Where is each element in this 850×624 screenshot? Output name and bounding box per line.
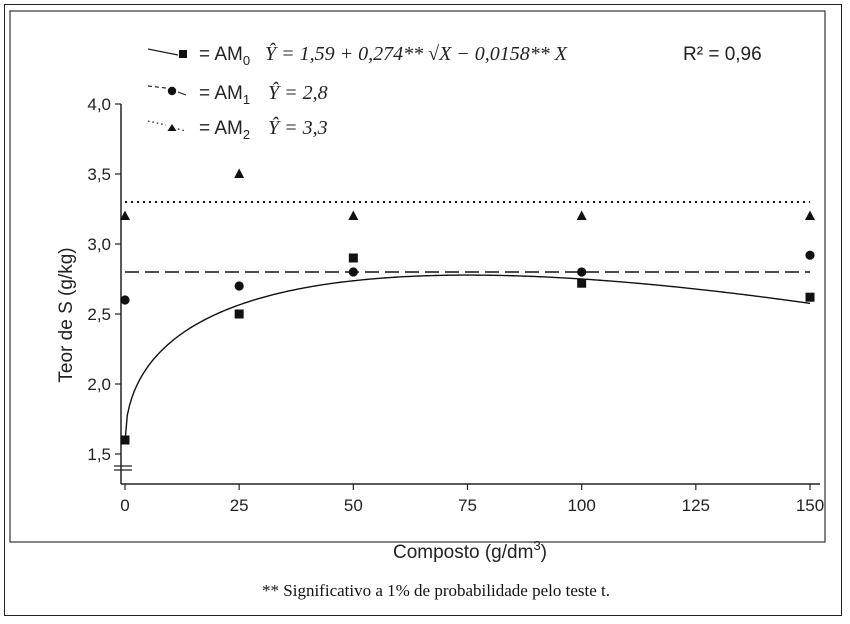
legend-line-am0 [147,48,179,56]
legend-line-am2 [147,120,167,126]
legend: = AM0 Ŷ = 1,59 + 0,274** √X − 0,0158** X… [147,42,762,142]
y-tick-label: 2,0 [87,375,111,394]
legend-line-am1 [147,85,167,89]
legend-item-am2: = AM2 Ŷ = 3,3 [147,116,328,142]
legend-marker-am0 [179,50,187,58]
legend-line-am1-tail [177,91,187,96]
data-point-am2 [805,210,815,220]
data-point-am0 [577,278,587,288]
figure-frame [4,4,842,616]
fit-line-am0 [124,274,811,442]
data-point-am2 [576,210,587,220]
x-tick-label: 100 [567,496,595,515]
y-tick-label: 3,0 [87,235,111,254]
legend-item-am1: = AM1 Ŷ = 2,8 [147,81,328,107]
data-point-am2 [348,210,359,220]
r-squared: R² = 0,96 [683,44,762,65]
footnote: ** Significativo a 1% de probabilidade p… [262,581,610,600]
data-point-am2 [234,168,245,178]
data-point-am1 [120,295,130,305]
x-tick-label: 75 [458,496,477,515]
data-point-am0 [805,292,815,302]
legend-label-am2: = AM2 [199,118,250,142]
data-point-am0 [234,309,244,319]
legend-line-am2-tail [177,128,187,132]
legend-label-am1: = AM1 [199,83,250,107]
legend-item-am0: = AM0 Ŷ = 1,59 + 0,274** √X − 0,0158** X… [147,42,762,68]
chart-inner-border [9,10,826,543]
y-axis-title: Teor de S (g/kg) [56,247,77,382]
equation-am2: Ŷ = 3,3 [268,116,328,139]
y-tick-label: 3,5 [87,165,111,184]
x-tick-label: 0 [120,496,129,515]
equation-am1: Ŷ = 2,8 [268,81,328,104]
data-point-am1 [348,267,358,277]
legend-label-am0: = AM0 [199,44,250,68]
data-point-am1 [805,250,815,260]
x-tick-label: 125 [682,496,710,515]
y-tick-label: 4,0 [87,95,111,114]
data-point-am1 [577,267,587,277]
data-point-am0 [120,435,130,445]
x-tick-label: 50 [344,496,363,515]
x-tick-label: 150 [796,496,824,515]
data-point-am1 [234,281,244,291]
y-tick-label: 2,5 [87,305,111,324]
x-axis-title: Composto (g/dm3) [393,538,547,563]
data-point-am0 [348,253,358,263]
equation-am0: Ŷ = 1,59 + 0,274** √X − 0,0158** X [265,42,568,65]
legend-marker-am1 [167,86,177,96]
legend-marker-am2 [167,124,177,131]
x-tick-label: 25 [230,496,249,515]
y-tick-label: 1,5 [87,445,111,464]
data-point-am2 [120,210,130,220]
